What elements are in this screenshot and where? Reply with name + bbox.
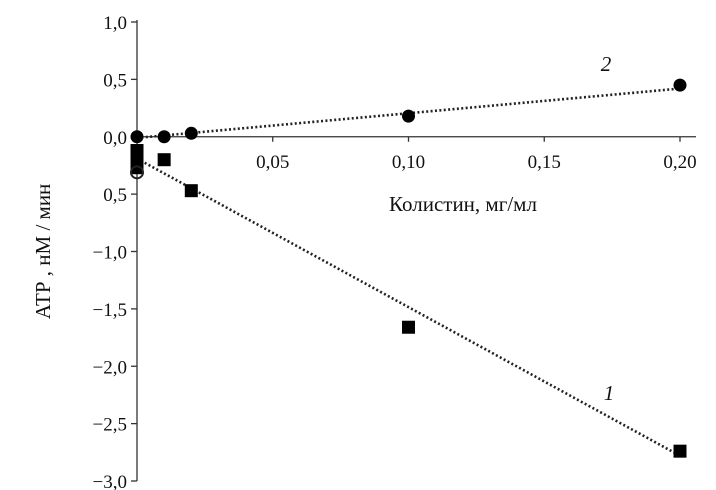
data-points [130,78,687,458]
point-series-1 [157,153,171,167]
x-tick-label: 0,05 [256,152,289,173]
x-tick-label: 0,20 [663,152,696,173]
x-axis-title: Колистин, мг/мл [389,192,537,216]
y-tick-label: −3,0 [93,472,127,490]
y-tick-label: 1,0 [103,13,127,34]
y-tick-label: 0,5 [103,185,127,206]
point-series-2 [157,130,171,144]
point-series-1 [130,161,144,175]
axes: 1,0 0,5 0,0 0,5 −1,0 −1,5 −2,0 −2,5 −3,0 0,05 0,10… [93,13,697,490]
series-label-1: 1 [604,381,615,405]
labels: Колистин, мг/мл АТР , нМ / мин 2 1 [31,52,614,405]
point-series-1 [130,150,144,164]
point-series-2 [130,130,144,144]
y-tick-label: 0,5 [103,70,127,91]
x-tick-label: 0,15 [528,152,561,173]
y-tick-label: −1,0 [93,243,127,264]
x-tick-label: 0,10 [392,152,425,173]
point-series-2 [402,109,415,123]
point-series-2 [673,78,687,92]
y-axis-title: АТР , нМ / мин [31,184,55,320]
y-tick-label: −2,0 [93,357,127,378]
point-series-1 [184,184,198,198]
point-series-1 [402,320,415,334]
point-series-1 [673,444,687,458]
series-label-2: 2 [601,52,612,76]
trendlines [136,87,681,457]
trendline-series-1 [136,157,681,457]
open-circle-point [130,165,144,180]
y-tick-label: 0,0 [103,128,127,149]
trendline-series-2 [136,87,681,140]
point-series-2 [184,126,198,140]
y-tick-label: −1,5 [93,300,127,321]
y-tick-label: −2,5 [93,415,127,436]
